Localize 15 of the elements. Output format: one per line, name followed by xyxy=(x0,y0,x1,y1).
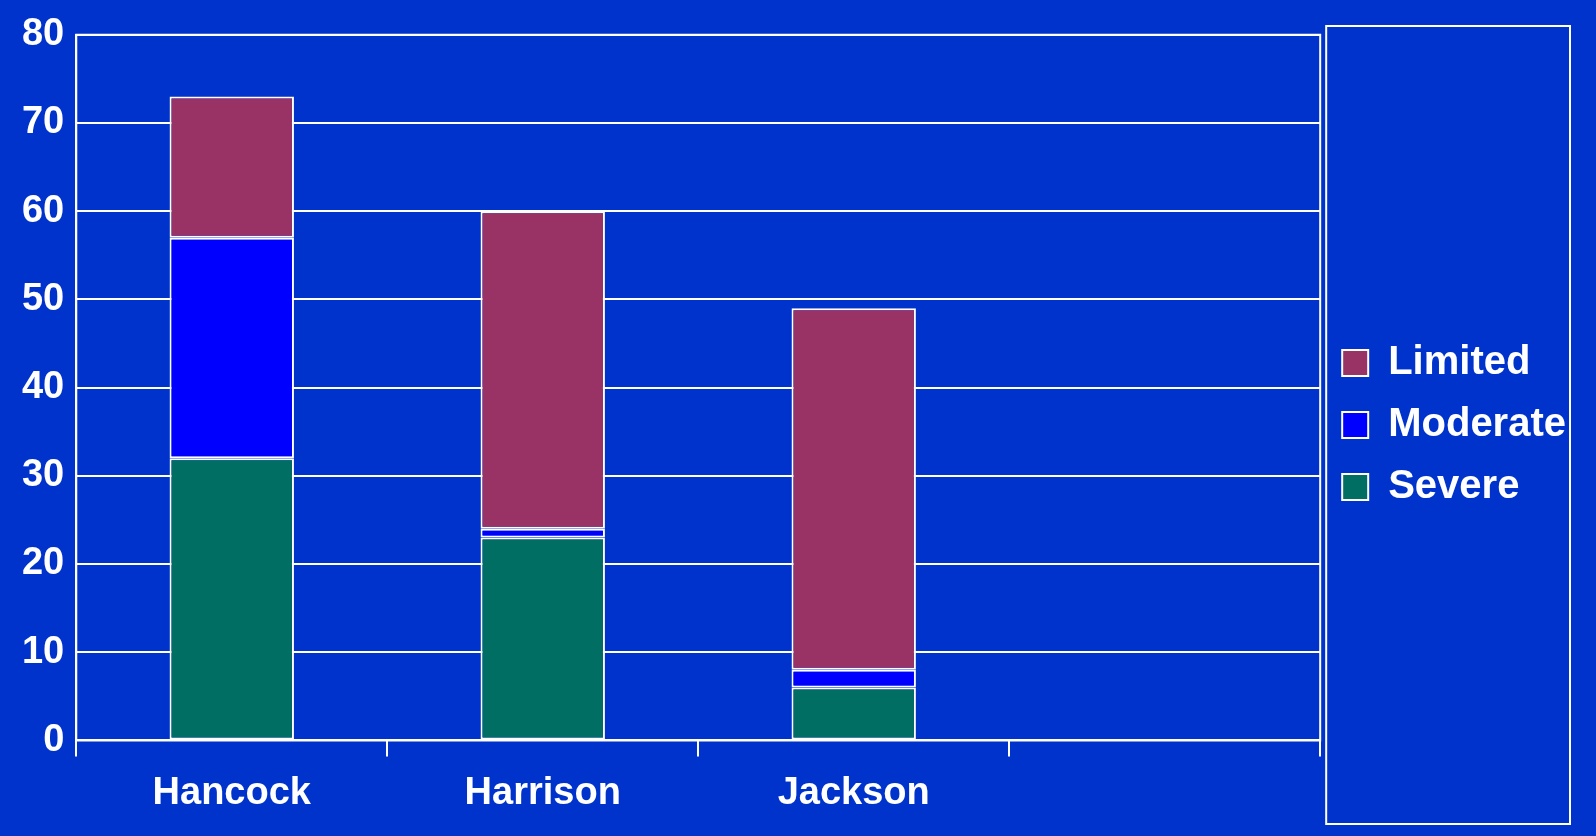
x-tick-label: Harrison xyxy=(464,769,621,812)
y-tick-label: 0 xyxy=(43,716,65,759)
y-tick-label: 60 xyxy=(21,187,65,230)
y-tick-label: 80 xyxy=(21,11,65,54)
y-tick-label: 20 xyxy=(21,540,65,583)
legend-label: Limited xyxy=(1388,338,1531,383)
legend-label: Moderate xyxy=(1388,400,1566,445)
y-tick-label: 30 xyxy=(21,452,65,495)
y-tick-label: 10 xyxy=(21,628,65,671)
legend-label: Severe xyxy=(1388,462,1520,507)
y-tick-label: 40 xyxy=(21,364,65,407)
x-tick-label: Jackson xyxy=(777,769,930,812)
x-tick-label: Hancock xyxy=(152,769,312,812)
y-tick-label: 50 xyxy=(21,275,65,318)
y-tick-label: 70 xyxy=(21,99,65,142)
